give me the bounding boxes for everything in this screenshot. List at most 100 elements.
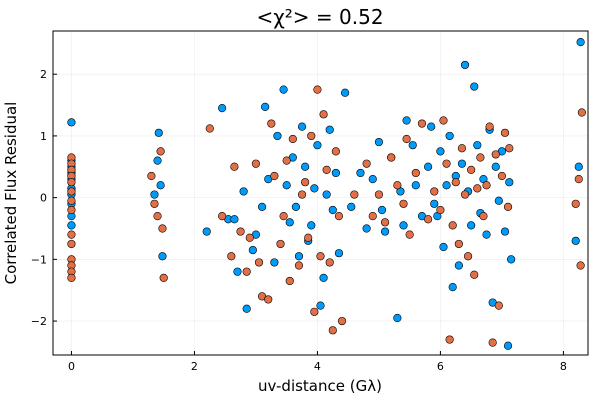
data-point bbox=[577, 108, 586, 117]
data-point bbox=[463, 252, 473, 261]
data-point bbox=[368, 212, 377, 221]
data-point bbox=[67, 187, 76, 196]
data-point bbox=[285, 218, 294, 227]
series-2 bbox=[67, 85, 586, 347]
data-point bbox=[571, 199, 580, 208]
data-point bbox=[297, 190, 307, 199]
data-point bbox=[491, 162, 500, 171]
x-tick-label: 0 bbox=[68, 360, 75, 373]
data-points bbox=[67, 38, 586, 350]
data-point bbox=[574, 162, 583, 171]
x-tick-label: 2 bbox=[191, 360, 198, 373]
data-point bbox=[424, 162, 433, 171]
x-tick-label: 4 bbox=[314, 360, 321, 373]
data-point bbox=[158, 224, 167, 233]
data-point bbox=[500, 128, 510, 137]
data-point bbox=[405, 230, 414, 239]
data-point bbox=[445, 335, 454, 344]
data-point bbox=[439, 116, 448, 125]
data-point bbox=[282, 156, 291, 165]
data-point bbox=[507, 255, 516, 264]
data-point bbox=[439, 242, 448, 252]
data-point bbox=[205, 124, 214, 133]
data-point bbox=[279, 85, 288, 94]
data-point bbox=[316, 252, 325, 261]
data-point bbox=[505, 144, 514, 153]
data-point bbox=[408, 141, 417, 150]
data-point bbox=[325, 125, 334, 134]
y-tick-label: 0 bbox=[40, 192, 47, 205]
data-point bbox=[448, 221, 457, 230]
data-point bbox=[500, 227, 510, 236]
data-point bbox=[482, 181, 491, 190]
data-point bbox=[494, 301, 503, 310]
data-point bbox=[485, 122, 494, 131]
data-point bbox=[454, 239, 463, 249]
data-point bbox=[430, 199, 439, 208]
data-point bbox=[294, 252, 304, 261]
data-point bbox=[276, 239, 285, 249]
x-axis-label: uv-distance (Gλ) bbox=[258, 377, 382, 395]
data-point bbox=[236, 227, 245, 236]
data-point bbox=[156, 181, 165, 190]
data-point bbox=[248, 245, 257, 255]
data-point bbox=[430, 187, 439, 196]
grid-lines bbox=[53, 31, 588, 355]
data-point bbox=[313, 141, 322, 150]
data-point bbox=[264, 295, 273, 304]
data-point bbox=[467, 221, 476, 230]
data-point bbox=[307, 131, 316, 141]
data-point bbox=[230, 215, 239, 224]
data-point bbox=[334, 212, 344, 221]
data-point bbox=[503, 341, 513, 350]
data-point bbox=[158, 252, 167, 261]
data-point bbox=[150, 199, 159, 208]
data-point bbox=[503, 202, 513, 211]
data-point bbox=[442, 181, 451, 190]
data-point bbox=[325, 258, 334, 267]
data-point bbox=[393, 313, 402, 323]
x-tick-label: 6 bbox=[437, 360, 444, 373]
data-point bbox=[67, 178, 76, 187]
data-point bbox=[273, 131, 282, 141]
data-point bbox=[445, 131, 454, 141]
data-point bbox=[436, 205, 445, 215]
data-point bbox=[402, 134, 411, 144]
data-point bbox=[261, 102, 270, 112]
data-point bbox=[331, 147, 340, 156]
y-tick-label: 2 bbox=[40, 68, 47, 81]
y-tick-label: 1 bbox=[40, 130, 47, 143]
data-point bbox=[399, 199, 408, 208]
data-point bbox=[436, 147, 445, 156]
data-point bbox=[304, 233, 313, 242]
chart-title: <χ²> = 0.52 bbox=[256, 5, 383, 29]
data-point bbox=[482, 230, 491, 239]
data-point bbox=[242, 267, 251, 276]
data-point bbox=[301, 162, 310, 171]
data-point bbox=[448, 283, 457, 292]
data-point bbox=[267, 119, 276, 128]
data-point bbox=[297, 122, 307, 131]
data-point bbox=[233, 267, 242, 276]
data-point bbox=[156, 147, 165, 156]
data-point bbox=[491, 150, 500, 159]
data-point bbox=[454, 261, 463, 270]
y-axis-label: Correlated Flux Residual bbox=[2, 102, 20, 285]
data-point bbox=[147, 171, 156, 181]
data-point bbox=[316, 301, 325, 310]
data-point bbox=[479, 212, 488, 221]
data-point bbox=[218, 104, 227, 113]
data-point bbox=[488, 338, 497, 347]
data-point bbox=[470, 270, 479, 279]
data-point bbox=[451, 178, 460, 187]
data-point bbox=[571, 236, 580, 245]
data-point bbox=[467, 165, 476, 174]
data-point bbox=[254, 258, 264, 267]
data-point bbox=[340, 88, 350, 97]
data-point bbox=[310, 184, 319, 193]
data-point bbox=[282, 181, 291, 190]
data-point bbox=[154, 128, 163, 137]
data-point bbox=[334, 249, 344, 258]
data-point bbox=[476, 153, 485, 162]
data-point bbox=[202, 227, 211, 236]
